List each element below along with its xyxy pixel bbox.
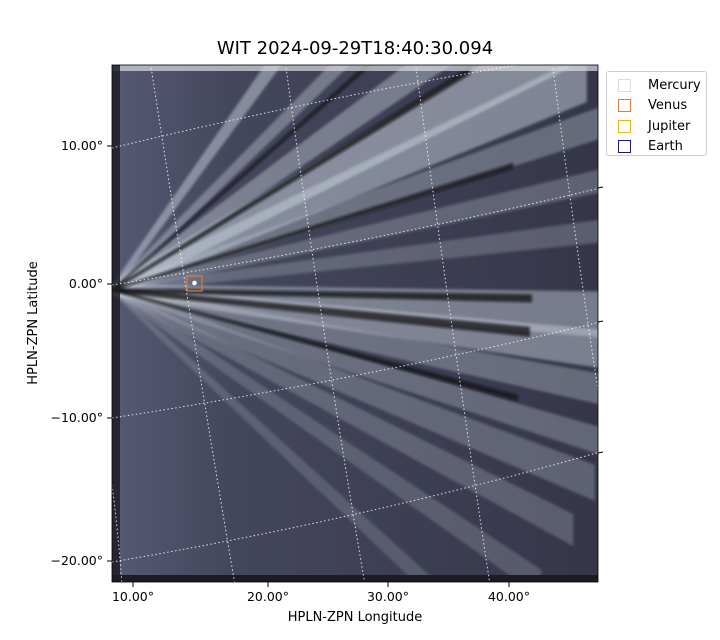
- dark-streak: [112, 288, 518, 401]
- y-axis-label: HPLN-ZPN Latitude: [26, 261, 41, 384]
- legend: Mercury Venus Jupiter Earth: [606, 71, 707, 156]
- plot-title: WIT 2024-09-29T18:40:30.094: [216, 38, 494, 59]
- bright-streak: [112, 287, 437, 582]
- grid-line: [112, 321, 598, 419]
- bright-streak: [112, 286, 542, 582]
- grid-line: [415, 65, 491, 582]
- bright-streak: [112, 285, 595, 501]
- legend-swatch-mercury: [618, 78, 631, 92]
- bright-streak: [112, 286, 598, 404]
- x-tick-20: 20.00°: [247, 589, 289, 604]
- legend-item-jupiter: Jupiter: [607, 116, 706, 137]
- grid-line: [112, 452, 598, 563]
- dark-streak: [112, 66, 471, 292]
- coordinate-grid: [112, 65, 598, 582]
- planet-point: [192, 280, 197, 286]
- bright-streak: [112, 285, 598, 368]
- coronagraph-image: [112, 65, 598, 582]
- legend-swatch-venus: [618, 99, 631, 113]
- bright-streak: [112, 219, 598, 293]
- legend-label: Venus: [648, 98, 688, 114]
- legend-label: Jupiter: [648, 118, 691, 134]
- legend-swatch-jupiter: [618, 119, 631, 133]
- bright-streak: [112, 107, 598, 294]
- legend-label: Earth: [648, 139, 683, 155]
- y-tick-10: 10.00°: [61, 138, 103, 153]
- x-tick-10: 10.00°: [112, 589, 154, 604]
- legend-label: Mercury: [648, 77, 701, 93]
- legend-item-mercury: Mercury: [607, 75, 706, 96]
- grid-line: [112, 187, 598, 286]
- dark-streak: [112, 162, 514, 292]
- dark-streak: [112, 287, 530, 337]
- x-tick-40: 40.00°: [488, 589, 530, 604]
- y-tick-0: 0.00°: [69, 276, 103, 291]
- plot-frame: [111, 64, 599, 583]
- legend-swatch-earth: [618, 140, 631, 154]
- bright-streak: [112, 65, 587, 296]
- x-axis-label: HPLN-ZPN Longitude: [288, 610, 423, 625]
- y-tick-minus20: −20.00°: [50, 553, 103, 568]
- y-tick-minus10: −10.00°: [50, 410, 103, 425]
- dark-streak: [112, 288, 532, 303]
- legend-item-venus: Venus: [607, 96, 706, 117]
- grid-line: [150, 65, 235, 582]
- grid-line: [285, 65, 365, 582]
- legend-item-earth: Earth: [607, 137, 706, 158]
- bright-streak: [112, 65, 282, 295]
- venus-marker: [186, 275, 203, 292]
- grid-line: [112, 65, 521, 149]
- bright-streak: [112, 286, 598, 455]
- bright-streak: [112, 169, 598, 293]
- x-tick-30: 30.00°: [367, 589, 409, 604]
- grid-line: [552, 65, 598, 391]
- grid-line: [112, 484, 123, 582]
- bright-streak: [112, 286, 574, 547]
